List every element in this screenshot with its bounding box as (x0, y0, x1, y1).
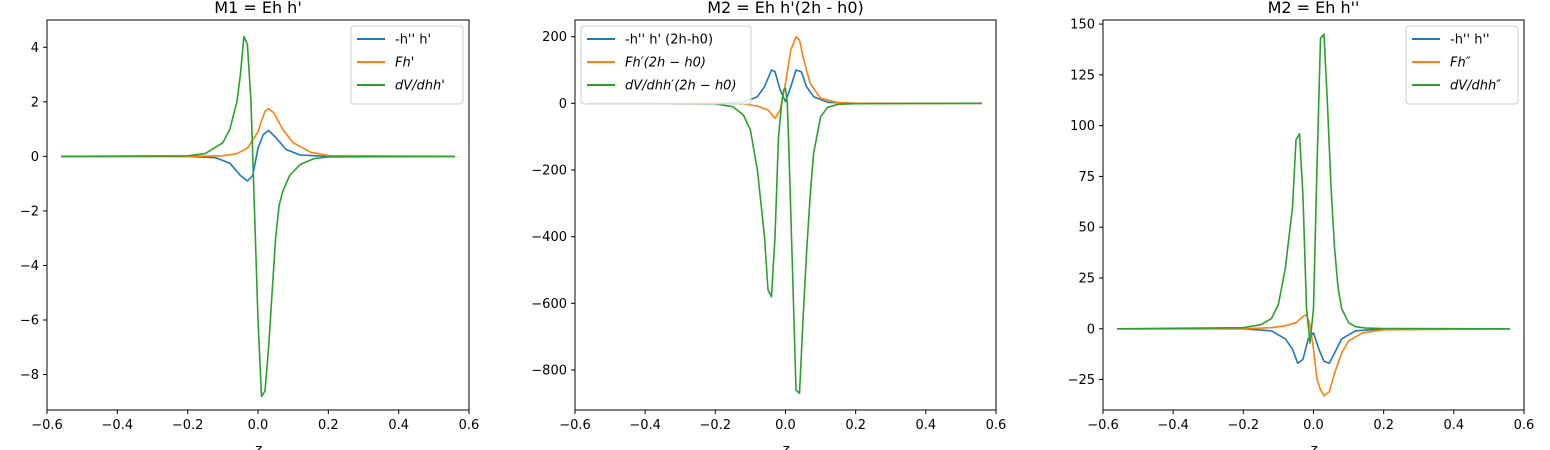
x-tick-label: 0.2 (318, 418, 339, 433)
x-axis-label: z (253, 442, 262, 450)
x-tick-label: −0.4 (1157, 418, 1189, 433)
y-tick-label: 125 (1070, 68, 1095, 83)
x-tick-label: −0.2 (172, 418, 204, 433)
chart-title: M2 = Eh h'' (1268, 0, 1360, 17)
legend-label-3: dV/dhh' (395, 79, 445, 94)
x-tick-label: −0.6 (1087, 418, 1119, 433)
x-axis-label: z (1309, 442, 1318, 450)
x-tick-label: −0.6 (559, 418, 591, 433)
x-tick-label: −0.2 (1228, 418, 1260, 433)
y-tick-label: 75 (1078, 170, 1095, 185)
legend-label-3: dV/dhh′(2h − h0) (625, 79, 737, 94)
x-tick-label: 0.4 (1443, 418, 1464, 433)
x-tick-label: −0.4 (629, 418, 661, 433)
series-line-1 (589, 69, 982, 105)
legend: -h'' h' Fh' dV/dhh' (350, 25, 464, 105)
x-tick-label: 0.2 (1373, 418, 1394, 433)
series-group (1116, 33, 1511, 397)
series-line-2 (589, 35, 982, 120)
y-tick-label: −2 (20, 204, 39, 219)
x-tick-label: 0.0 (248, 418, 269, 433)
legend-label-1: -h'' h' (2h-h0) (625, 33, 713, 48)
x-tick-label: −0.2 (700, 418, 732, 433)
y-tick-label: 100 (1070, 119, 1095, 134)
y-tick-label: 0 (559, 97, 567, 112)
y-tick-label: −400 (531, 230, 567, 245)
chart-title: M2 = Eh h'(2h - h0) (707, 0, 864, 17)
y-tick-label: 25 (1078, 271, 1095, 286)
series-group (588, 35, 983, 395)
chart-panel-1: M1 = Eh h' −0.6 −0.4 −0.2 0.0 0.2 0.4 0.6 −8 −6 −4… (20, 0, 480, 450)
x-tick-label: 0.6 (1514, 418, 1535, 433)
y-tick-label: −25 (1068, 373, 1095, 388)
x-tick-label: −0.4 (102, 418, 134, 433)
chart-panel-2: M2 = Eh h'(2h - h0) −0.6 −0.4 −0.2 0.0 0.2 0.4… (531, 0, 1006, 450)
series-line-3 (1116, 33, 1511, 344)
legend-label-1: -h'' h' (395, 33, 431, 48)
legend: -h'' h' (2h-h0) Fh′(2h − h0) dV/dhh′(2h − … (580, 25, 752, 105)
series-line-3 (61, 35, 455, 398)
y-tick-label: −800 (531, 364, 567, 379)
legend-label-2: Fh′(2h − h0) (625, 56, 706, 71)
y-tick-label: −8 (20, 368, 39, 383)
series-line-2 (1117, 313, 1511, 397)
series-group (61, 35, 455, 398)
y-tick-label: −600 (531, 297, 567, 312)
x-tick-label: 0.4 (388, 418, 409, 433)
x-tick-label: 0.4 (915, 418, 936, 433)
chart-panel-3: M2 = Eh h'' −0.6 −0.4 −0.2 0.0 0.2 0.4 0.6 −25 0 2… (1068, 0, 1535, 450)
y-tick-label: 200 (542, 30, 567, 45)
y-tick-label: 2 (31, 95, 39, 110)
x-tick-label: −0.6 (31, 418, 63, 433)
x-tick-label: 0.6 (986, 418, 1007, 433)
legend-box (580, 25, 752, 105)
legend-label-2: Fh″ (1450, 56, 1471, 71)
y-tick-label: −6 (20, 314, 39, 329)
series-line-1 (61, 129, 455, 182)
legend-label-3: dV/dhh″ (1450, 79, 1501, 94)
x-tick-label: 0.0 (1303, 418, 1324, 433)
chart-title: M1 = Eh h' (214, 0, 301, 17)
series-line-2 (61, 107, 455, 158)
x-tick-label: 0.0 (775, 418, 796, 433)
series-line-3 (588, 87, 983, 395)
y-tick-label: 50 (1078, 221, 1095, 236)
series-line-1 (1117, 327, 1510, 365)
y-tick-label: −4 (20, 259, 39, 274)
y-tick-label: 0 (31, 150, 39, 165)
x-tick-label: 0.6 (459, 418, 480, 433)
legend: -h'' h'' Fh″ dV/dhh″ (1405, 25, 1519, 105)
x-tick-label: 0.2 (845, 418, 866, 433)
y-tick-label: 0 (1087, 322, 1095, 337)
y-tick-label: 4 (31, 41, 39, 56)
y-tick-label: −200 (531, 164, 567, 179)
legend-label-2: Fh' (395, 56, 414, 71)
legend-label-1: -h'' h'' (1450, 33, 1490, 48)
y-tick-label: 150 (1070, 18, 1095, 33)
x-axis-label: z (781, 442, 790, 450)
